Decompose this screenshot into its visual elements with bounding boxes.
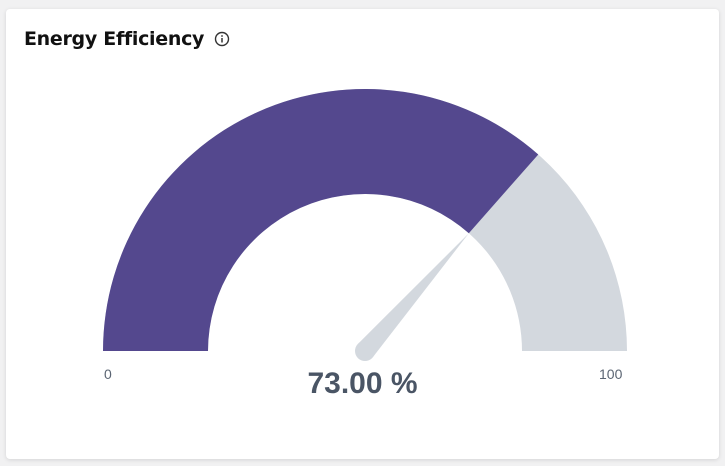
gauge-max-label: 100 [599, 366, 623, 382]
card-header: Energy Efficiency [24, 26, 230, 52]
gauge-fill [103, 88, 539, 351]
gauge-min-label: 0 [104, 366, 112, 382]
gauge-needle-hub [355, 341, 375, 361]
gauge-value-label: 73.00 % [307, 367, 418, 400]
gauge-needle [357, 233, 469, 358]
energy-efficiency-card: Energy Efficiency [6, 9, 719, 459]
info-icon[interactable] [214, 31, 230, 47]
card-title: Energy Efficiency [24, 28, 205, 50]
